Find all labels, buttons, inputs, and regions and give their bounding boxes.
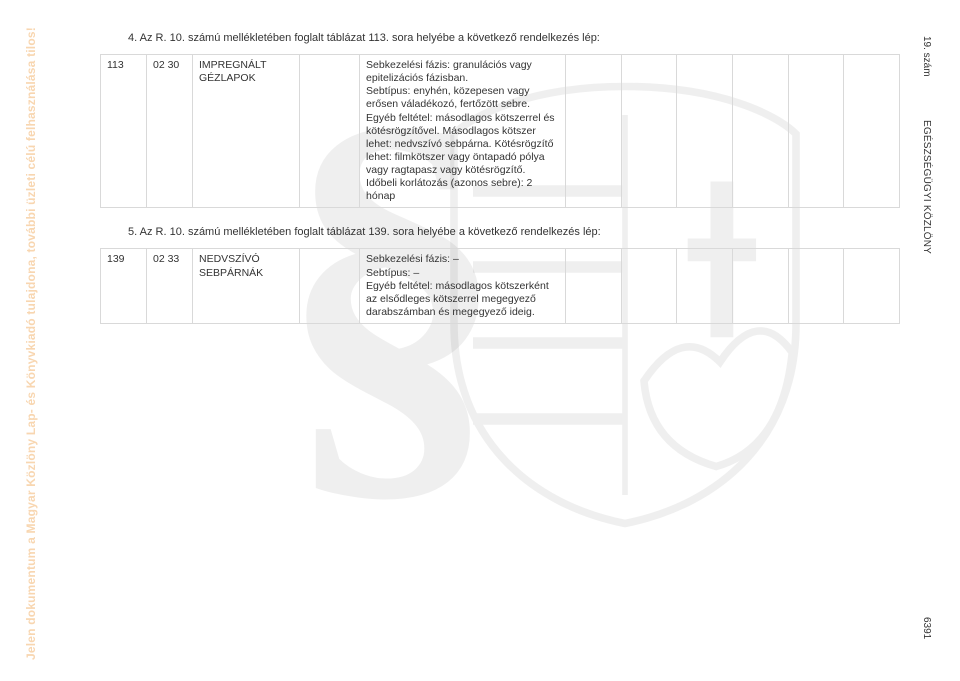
cell-empty — [844, 55, 900, 208]
cell-empty — [299, 55, 360, 208]
section-5-text: Az R. 10. számú mellékletében foglalt tá… — [140, 226, 601, 238]
cell-empty — [621, 55, 677, 208]
table-row: 139 02 33 NEDVSZÍVÓ SEBPÁRNÁK Sebkezelés… — [101, 249, 900, 324]
section-4-text: Az R. 10. számú mellékletében foglalt tá… — [140, 32, 600, 44]
cell-empty — [732, 249, 788, 324]
cell-empty — [788, 55, 844, 208]
cell-empty — [565, 55, 621, 208]
left-ownership-watermark: Jelen dokumentum a Magyar Közlöny Lap- é… — [24, 20, 42, 660]
page-root: Jelen dokumentum a Magyar Közlöny Lap- é… — [0, 0, 960, 681]
section-4-title: 4. Az R. 10. számú mellékletében foglalt… — [128, 32, 900, 44]
cell-empty — [677, 55, 733, 208]
right-margin-issue: 19. szám — [921, 36, 932, 77]
cell-empty — [677, 249, 733, 324]
cell-code: 02 30 — [147, 55, 193, 208]
right-margin-page-number: 6391 — [921, 617, 932, 639]
cell-description: Sebkezelési fázis: – Sebtípus: – Egyéb f… — [360, 249, 566, 324]
table-113-block: 113 02 30 IMPREGNÁLT GÉZLAPOK Sebkezelés… — [100, 54, 900, 208]
table-139: 139 02 33 NEDVSZÍVÓ SEBPÁRNÁK Sebkezelés… — [100, 248, 900, 324]
right-margin-publication: EGÉSZSÉGÜGYI KÖZLÖNY — [921, 120, 932, 254]
table-row: 113 02 30 IMPREGNÁLT GÉZLAPOK Sebkezelés… — [101, 55, 900, 208]
cell-row-id: 113 — [101, 55, 147, 208]
cell-empty — [621, 249, 677, 324]
table-113: 113 02 30 IMPREGNÁLT GÉZLAPOK Sebkezelés… — [100, 54, 900, 208]
content-area: 4. Az R. 10. számú mellékletében foglalt… — [100, 32, 900, 324]
cell-row-id: 139 — [101, 249, 147, 324]
cell-empty — [788, 249, 844, 324]
cell-name: NEDVSZÍVÓ SEBPÁRNÁK — [193, 249, 300, 324]
cell-empty — [299, 249, 360, 324]
cell-empty — [844, 249, 900, 324]
section-4-num: 4. — [128, 32, 137, 44]
cell-description: Sebkezelési fázis: granulációs vagy epit… — [360, 55, 566, 208]
cell-empty — [732, 55, 788, 208]
table-139-block: 139 02 33 NEDVSZÍVÓ SEBPÁRNÁK Sebkezelés… — [100, 248, 900, 324]
section-5-title: 5. Az R. 10. számú mellékletében foglalt… — [128, 226, 900, 238]
cell-code: 02 33 — [147, 249, 193, 324]
cell-empty — [565, 249, 621, 324]
cell-name: IMPREGNÁLT GÉZLAPOK — [193, 55, 300, 208]
section-5-num: 5. — [128, 226, 137, 238]
